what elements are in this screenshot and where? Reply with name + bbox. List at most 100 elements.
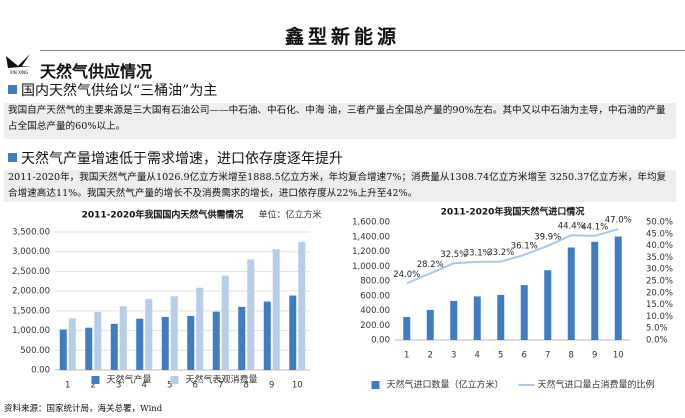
x-tick-label: 6 bbox=[522, 351, 527, 361]
bar bbox=[544, 270, 552, 340]
bar bbox=[238, 306, 246, 370]
x-tick-label: 5 bbox=[167, 381, 172, 391]
bar bbox=[473, 296, 481, 340]
y2-tick-label: 50.0% bbox=[646, 218, 673, 228]
page-title: 天然气供应情况 bbox=[40, 62, 153, 81]
bar bbox=[298, 241, 306, 370]
y2-tick-label: 40.0% bbox=[646, 241, 673, 251]
bar bbox=[187, 316, 195, 370]
x-tick-label: 1 bbox=[65, 381, 70, 391]
x-tick-label: 3 bbox=[451, 351, 456, 361]
y2-tick-label: 45.0% bbox=[646, 229, 673, 239]
y-tick-label: 0.00 bbox=[31, 366, 50, 376]
section-text: 我国自产天然气的主要来源是三大国有石油公司——中石油、中石化、中海 油，三者产量… bbox=[4, 103, 676, 139]
chart-title: 2011-2020年我国天然气进口情况 bbox=[441, 206, 585, 218]
x-tick-label: 4 bbox=[142, 381, 147, 391]
bar bbox=[403, 316, 411, 340]
y-tick-label: 2,500.00 bbox=[12, 267, 50, 277]
y2-tick-label: 25.0% bbox=[646, 277, 673, 287]
bar bbox=[497, 294, 505, 340]
data-label: 39.9% bbox=[534, 232, 561, 242]
y2-tick-label: 10.0% bbox=[646, 312, 673, 322]
bar bbox=[59, 329, 67, 370]
y-tick-label: 1,400.00 bbox=[352, 232, 390, 242]
y-tick-label: 600.00 bbox=[360, 291, 390, 301]
y-tick-label: 1,200.00 bbox=[352, 247, 390, 257]
bar bbox=[614, 236, 622, 340]
x-tick-label: 6 bbox=[193, 381, 198, 391]
y-tick-label: 1,000.00 bbox=[352, 262, 390, 272]
section-heading: 国内天然气供给以“三桶油”为主 bbox=[8, 80, 217, 100]
bar bbox=[591, 241, 599, 340]
y2-tick-label: 5.0% bbox=[646, 324, 668, 334]
y2-tick-label: 0.0% bbox=[646, 336, 668, 346]
unit-label: 单位：亿立方米 bbox=[258, 209, 321, 221]
data-label: 36.1% bbox=[511, 241, 538, 251]
bar bbox=[94, 312, 102, 370]
y-tick-label: 500.00 bbox=[20, 346, 50, 356]
x-tick-label: 3 bbox=[116, 381, 121, 391]
bar bbox=[567, 247, 575, 340]
data-label: 47.0% bbox=[605, 216, 632, 226]
chart-title: 2011-2020年我国国内天然气供需情况 bbox=[82, 209, 244, 221]
y2-tick-label: 35.0% bbox=[646, 253, 673, 263]
bar bbox=[170, 296, 178, 370]
legend-label: 天然气表观消费量 bbox=[186, 374, 258, 386]
data-label: 32.5% bbox=[440, 250, 467, 260]
bar bbox=[212, 311, 220, 370]
x-tick-label: 7 bbox=[218, 381, 223, 391]
bar bbox=[247, 259, 255, 370]
data-label: 44.4% bbox=[558, 222, 585, 232]
x-tick-label: 8 bbox=[569, 351, 574, 361]
y2-tick-label: 30.0% bbox=[646, 265, 673, 275]
legend-label: 天然气产量 bbox=[107, 374, 152, 386]
section-text: 2011-2020年，我国天然气产量从1026.9亿立方米增至1888.5亿立方… bbox=[4, 170, 676, 202]
x-tick-label: 7 bbox=[545, 351, 550, 361]
data-label: 33.2% bbox=[487, 248, 514, 258]
x-tick-label: 5 bbox=[498, 351, 503, 361]
x-tick-label: 4 bbox=[475, 351, 480, 361]
x-tick-label: 10 bbox=[613, 351, 624, 361]
data-label: 28.2% bbox=[417, 260, 444, 270]
logo: XIN XING bbox=[6, 54, 32, 75]
bar bbox=[289, 295, 297, 370]
data-label: 24.0% bbox=[393, 270, 420, 280]
x-tick-label: 2 bbox=[91, 381, 96, 391]
y2-tick-label: 20.0% bbox=[646, 288, 673, 298]
y-tick-label: 1,500.00 bbox=[12, 306, 50, 316]
bar bbox=[136, 318, 144, 370]
y-tick-label: 3,000.00 bbox=[12, 247, 50, 257]
y-tick-label: 1,600.00 bbox=[352, 218, 390, 228]
bar bbox=[426, 309, 434, 340]
header-rule bbox=[40, 50, 685, 51]
bar bbox=[85, 327, 93, 370]
legend-swatch bbox=[170, 376, 179, 384]
bar bbox=[221, 275, 229, 370]
bar bbox=[196, 287, 204, 370]
x-tick-label: 9 bbox=[269, 381, 274, 391]
logo-text: XIN XING bbox=[10, 70, 28, 75]
x-tick-label: 8 bbox=[244, 381, 249, 391]
bar bbox=[161, 316, 169, 370]
bar bbox=[110, 323, 118, 370]
y2-tick-label: 15.0% bbox=[646, 300, 673, 310]
y-tick-label: 1,000.00 bbox=[12, 326, 50, 336]
source-note: 资料来源：国家统计局，海关总署，Wind bbox=[4, 404, 163, 414]
x-tick-label: 2 bbox=[428, 351, 433, 361]
x-tick-label: 10 bbox=[292, 381, 303, 391]
y-tick-label: 200.00 bbox=[360, 321, 390, 331]
section-heading: 天然气产量增速低于需求增速，进口依存度逐年提升 bbox=[8, 148, 343, 168]
legend-label: 天然气进口量占消费量的比例 bbox=[538, 379, 655, 391]
header-title: 鑫型新能源 bbox=[284, 26, 400, 48]
y-tick-label: 2,000.00 bbox=[12, 287, 50, 297]
y-tick-label: 0.00 bbox=[371, 336, 390, 346]
y-tick-label: 800.00 bbox=[360, 277, 390, 287]
bar bbox=[119, 306, 127, 370]
y-tick-label: 3,500.00 bbox=[12, 228, 50, 238]
x-tick-label: 1 bbox=[404, 351, 409, 361]
legend-label: 天然气进口数量（亿立方米） bbox=[387, 379, 504, 391]
legend-swatch bbox=[371, 381, 380, 389]
bar bbox=[68, 318, 76, 370]
